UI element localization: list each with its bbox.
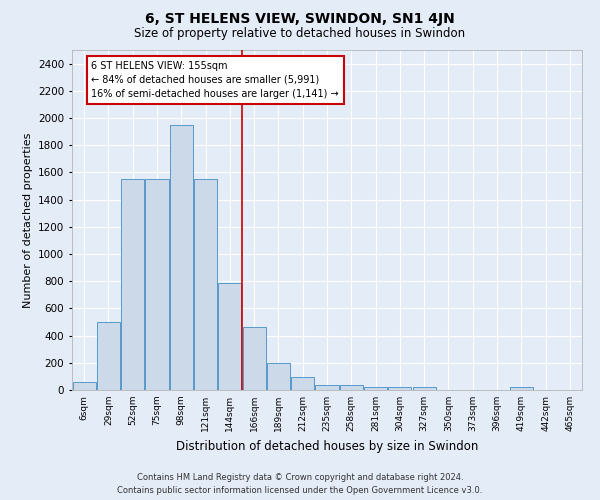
Bar [145, 179, 169, 390]
Bar [194, 179, 217, 390]
Text: Contains HM Land Registry data © Crown copyright and database right 2024.
Contai: Contains HM Land Registry data © Crown c… [118, 474, 482, 495]
Text: 6, ST HELENS VIEW, SWINDON, SN1 4JN: 6, ST HELENS VIEW, SWINDON, SN1 4JN [145, 12, 455, 26]
Bar [364, 386, 387, 390]
X-axis label: Distribution of detached houses by size in Swindon: Distribution of detached houses by size … [176, 440, 478, 452]
Y-axis label: Number of detached properties: Number of detached properties [23, 132, 32, 308]
Bar [267, 364, 290, 390]
Bar [291, 377, 314, 390]
Bar [97, 322, 120, 390]
Bar [510, 388, 533, 390]
Bar [413, 388, 436, 390]
Bar [242, 328, 266, 390]
Bar [340, 385, 363, 390]
Bar [218, 282, 241, 390]
Bar [170, 125, 193, 390]
Text: Size of property relative to detached houses in Swindon: Size of property relative to detached ho… [134, 28, 466, 40]
Bar [73, 382, 95, 390]
Text: 6 ST HELENS VIEW: 155sqm
← 84% of detached houses are smaller (5,991)
16% of sem: 6 ST HELENS VIEW: 155sqm ← 84% of detach… [91, 61, 339, 99]
Bar [121, 179, 144, 390]
Bar [388, 387, 412, 390]
Bar [316, 384, 338, 390]
